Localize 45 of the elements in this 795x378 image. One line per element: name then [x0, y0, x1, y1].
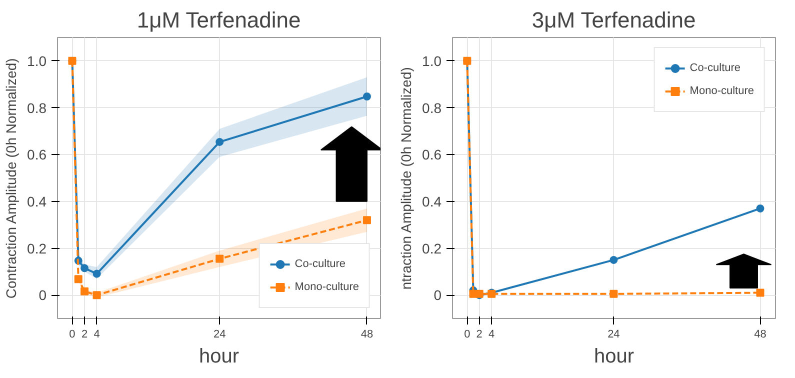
y-axis-title: ntraction Amplitude (0h Normalized) — [398, 67, 414, 290]
point — [80, 264, 89, 272]
x-tick-label: 48 — [360, 328, 374, 340]
point — [80, 287, 89, 296]
y-tick-label: 0.8 — [422, 100, 442, 116]
point — [610, 256, 618, 264]
y-tick-label: 0.4 — [27, 193, 47, 210]
point — [92, 291, 101, 300]
y-tick-label: 0.8 — [27, 100, 47, 116]
x-tick-label: 4 — [488, 328, 495, 340]
point — [74, 275, 82, 284]
point — [362, 216, 371, 224]
x-tick-label: 0 — [464, 328, 470, 340]
x-tick-label: 2 — [476, 328, 482, 340]
y-tick-label: 0 — [434, 287, 442, 304]
point — [216, 254, 224, 263]
x-tick-label: 2 — [81, 328, 88, 340]
y-tick-label: 0.6 — [422, 146, 442, 163]
point — [610, 290, 618, 298]
y-tick-label: 0.2 — [27, 240, 47, 256]
y-axis-title: Contraction Amplitude (0h Normalized) — [3, 58, 20, 299]
y-tick-label: 1.0 — [422, 52, 442, 69]
point — [362, 92, 371, 101]
chart-title: 3μM Terfenadine — [532, 8, 696, 32]
x-tick-label: 4 — [94, 328, 100, 340]
x-tick-label: 0 — [69, 328, 76, 340]
legend-label: Mono-culture — [690, 85, 754, 97]
x-axis-title: hour — [594, 346, 634, 368]
chart-title: 1μM Terfenadine — [136, 8, 301, 32]
legend-label: Co-culture — [690, 62, 741, 74]
point — [216, 138, 224, 146]
x-tick-label: 48 — [754, 328, 766, 340]
legend-label: Co-culture — [294, 258, 346, 270]
x-tick-label: 24 — [608, 328, 620, 340]
y-tick-label: 0.4 — [422, 193, 442, 210]
y-tick-label: 1.0 — [27, 52, 47, 69]
point — [92, 270, 101, 278]
point — [756, 288, 764, 297]
point — [756, 204, 764, 212]
legend-label: Mono-culture — [294, 281, 359, 293]
y-tick-label: 0.6 — [27, 146, 47, 163]
x-tick-label: 24 — [213, 328, 226, 340]
y-tick-label: 0 — [38, 287, 47, 304]
x-axis-title: hour — [198, 346, 240, 368]
y-tick-label: 0.2 — [422, 240, 442, 256]
